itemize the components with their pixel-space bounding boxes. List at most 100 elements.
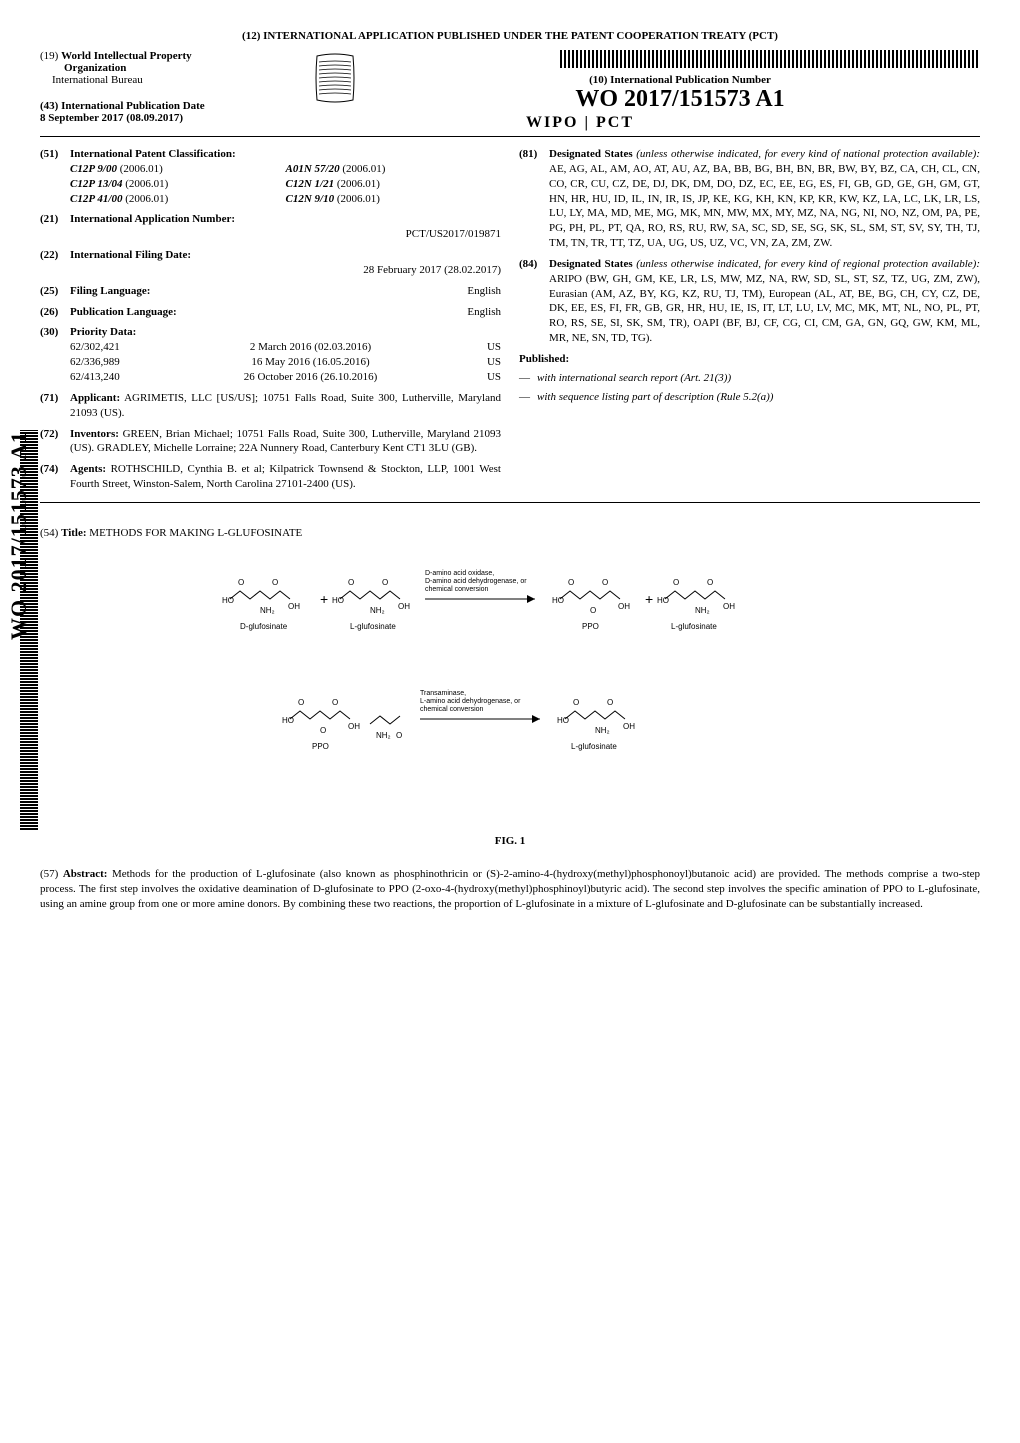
filing-lang-label: Filing Language: xyxy=(70,284,467,299)
app-number-label: International Application Number: xyxy=(70,212,501,227)
svg-text:NH₂: NH₂ xyxy=(376,731,391,740)
field-prefix-72: (72) xyxy=(40,427,70,457)
priority-date: 2 March 2016 (02.03.2016) xyxy=(150,340,471,355)
published-section: Published: —with international search re… xyxy=(519,352,980,405)
svg-text:HO: HO xyxy=(332,596,344,605)
svg-text:OH: OH xyxy=(288,602,300,611)
priority-num: 62/302,421 xyxy=(70,340,150,355)
desig-states-qualifier: (unless otherwise indicated, for every k… xyxy=(636,148,980,160)
ipc-year: (2006.01) xyxy=(120,163,163,175)
divider-top xyxy=(40,136,980,137)
svg-text:chemical conversion: chemical conversion xyxy=(425,586,489,593)
applicant-label: Applicant: xyxy=(70,392,120,404)
filing-date-label: International Filing Date: xyxy=(70,248,501,263)
desig-states-reg-text: ARIPO (BW, GH, GM, KE, LR, LS, MW, MZ, N… xyxy=(549,273,980,344)
svg-text:O: O xyxy=(602,578,608,587)
ipc-code: C12P 9/00 xyxy=(70,163,117,175)
svg-text:D-glufosinate: D-glufosinate xyxy=(240,622,288,631)
svg-text:OH: OH xyxy=(723,602,735,611)
svg-text:O: O xyxy=(382,578,388,587)
ipc-label: International Patent Classification: xyxy=(70,147,501,162)
priority-num: 62/413,240 xyxy=(70,370,150,385)
app-number-value: PCT/US2017/019871 xyxy=(70,227,501,242)
inventors-label: Inventors: xyxy=(70,428,119,440)
dash-icon: — xyxy=(519,371,537,386)
ipc-year: (2006.01) xyxy=(125,193,168,205)
ipc-code: C12P 41/00 xyxy=(70,193,122,205)
figure-caption: FIG. 1 xyxy=(40,835,980,847)
svg-text:O: O xyxy=(238,578,244,587)
svg-text:O: O xyxy=(707,578,713,587)
pub-number-label: International Publication Number xyxy=(610,74,771,86)
title-text: METHODS FOR MAKING L-GLUFOSINATE xyxy=(89,527,302,539)
svg-text:OH: OH xyxy=(618,602,630,611)
priority-label: Priority Data: xyxy=(70,325,501,340)
ipc-year: (2006.01) xyxy=(342,163,385,175)
svg-text:D-amino acid oxidase,: D-amino acid oxidase, xyxy=(425,570,494,577)
divider-mid xyxy=(40,502,980,503)
svg-text:+: + xyxy=(645,591,653,607)
svg-text:OH: OH xyxy=(623,722,635,731)
svg-text:O: O xyxy=(607,698,613,707)
svg-text:O: O xyxy=(590,606,596,615)
svg-text:O: O xyxy=(396,731,402,740)
ipc-code: C12P 13/04 xyxy=(70,178,122,190)
agents-text: ROTHSCHILD, Cynthia B. et al; Kilpatrick… xyxy=(70,463,501,490)
svg-text:O: O xyxy=(573,698,579,707)
pub-number-value: WO 2017/151573 A1 xyxy=(380,86,980,113)
field-prefix-26: (26) xyxy=(40,305,70,320)
applicant-text: AGRIMETIS, LLC [US/US]; 10751 Falls Road… xyxy=(70,392,501,419)
org-line2: Organization xyxy=(64,62,300,74)
svg-text:NH₂: NH₂ xyxy=(595,726,610,735)
svg-text:Transaminase,: Transaminase, xyxy=(420,690,466,697)
filing-date-value: 28 February 2017 (28.02.2017) xyxy=(70,263,501,278)
title-label: Title: xyxy=(61,527,86,539)
svg-text:L-glufosinate: L-glufosinate xyxy=(571,742,617,751)
svg-text:O: O xyxy=(568,578,574,587)
svg-text:NH₂: NH₂ xyxy=(260,606,275,615)
wipo-pct-label: WIPO | PCT xyxy=(526,114,634,131)
ipc-year: (2006.01) xyxy=(337,193,380,205)
svg-text:O: O xyxy=(320,726,326,735)
svg-text:+: + xyxy=(320,591,328,607)
svg-text:O: O xyxy=(673,578,679,587)
treaty-header: (12) INTERNATIONAL APPLICATION PUBLISHED… xyxy=(40,30,980,42)
abstract-text: Methods for the production of L-glufosin… xyxy=(40,868,980,910)
field-prefix-43: (43) xyxy=(40,100,58,112)
svg-text:NH₂: NH₂ xyxy=(695,606,710,615)
wipo-logo xyxy=(307,50,363,106)
priority-row: 62/302,4212 March 2016 (02.03.2016)US xyxy=(70,340,501,355)
pub-lang-label: Publication Language: xyxy=(70,305,467,320)
desig-states-label: Designated States xyxy=(549,148,633,160)
published-item: with international search report (Art. 2… xyxy=(537,371,980,386)
svg-text:chemical conversion: chemical conversion xyxy=(420,706,484,713)
ipc-code: A01N 57/20 xyxy=(286,163,340,175)
priority-row: 62/336,98916 May 2016 (16.05.2016)US xyxy=(70,355,501,370)
field-prefix-57: (57) xyxy=(40,868,58,880)
side-publication-number: WO 2017/151573 A1 xyxy=(6,431,32,640)
svg-text:O: O xyxy=(298,698,304,707)
field-prefix-25: (25) xyxy=(40,284,70,299)
field-prefix-74: (74) xyxy=(40,462,70,492)
dash-icon: — xyxy=(519,390,537,405)
svg-text:D-amino acid dehydrogenase, or: D-amino acid dehydrogenase, or xyxy=(425,578,527,585)
ipc-code: C12N 1/21 xyxy=(286,178,335,190)
svg-text:O: O xyxy=(348,578,354,587)
field-prefix-51: (51) xyxy=(40,147,70,206)
svg-text:O: O xyxy=(332,698,338,707)
field-prefix-84: (84) xyxy=(519,257,549,346)
svg-text:OH: OH xyxy=(398,602,410,611)
priority-row: 62/413,24026 October 2016 (26.10.2016)US xyxy=(70,370,501,385)
field-prefix-10: (10) xyxy=(589,74,607,86)
svg-text:NH₂: NH₂ xyxy=(370,606,385,615)
org-line3: International Bureau xyxy=(52,74,300,86)
priority-country: US xyxy=(471,355,501,370)
ipc-year: (2006.01) xyxy=(337,178,380,190)
organization-block: (19) World Intellectual Property Organiz… xyxy=(40,50,300,86)
abstract-label: Abstract: xyxy=(63,868,108,880)
publication-date-block: (43) International Publication Date 8 Se… xyxy=(40,100,205,124)
svg-text:L-glufosinate: L-glufosinate xyxy=(350,622,396,631)
svg-text:HO: HO xyxy=(557,716,569,725)
figure-1: HO O O OH NH₂ D-glufosinate + HO O O OH NH₂ L-… xyxy=(40,559,980,847)
field-prefix-19: (19) xyxy=(40,50,58,62)
